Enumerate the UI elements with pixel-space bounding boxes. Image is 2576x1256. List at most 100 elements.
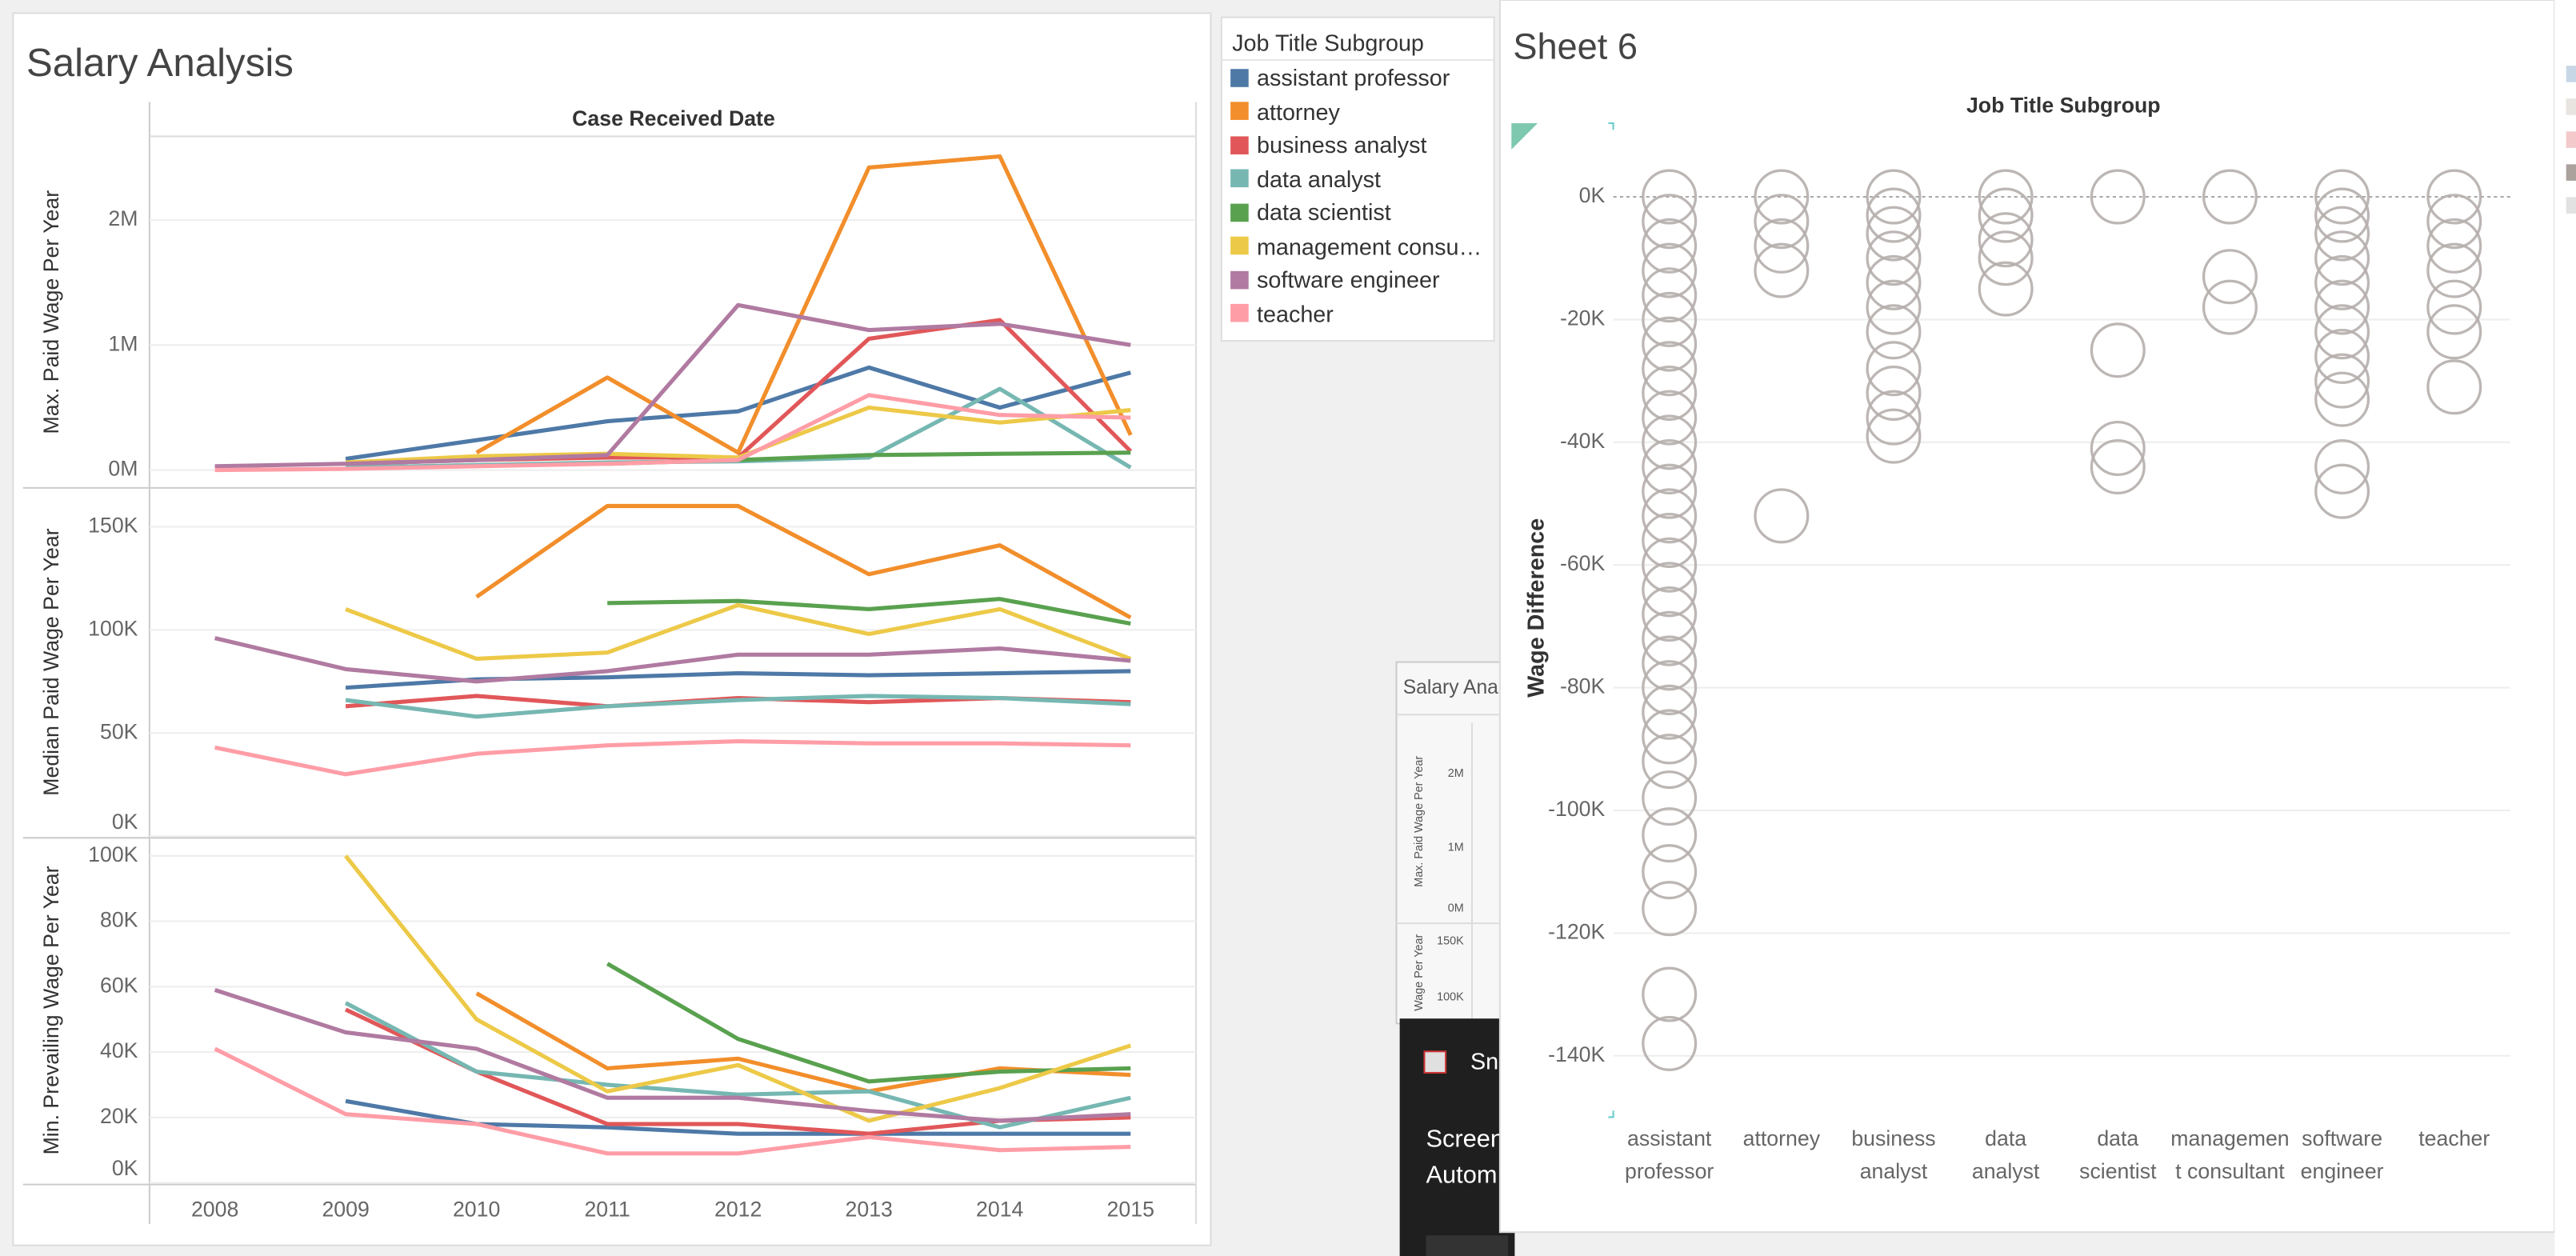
data-point	[2426, 304, 2482, 360]
data-point	[2202, 169, 2258, 225]
legend-swatch	[1230, 237, 1249, 255]
line-series	[345, 405, 1131, 465]
x-tick-label: 2010	[453, 1198, 500, 1222]
data-point	[1642, 586, 1698, 642]
y-tick-label: 1M	[108, 331, 138, 355]
line-series	[344, 1001, 1131, 1130]
data-point	[1642, 709, 1698, 765]
dashboard-title: Salary Analysis	[26, 41, 294, 85]
legend-item[interactable]: data analyst	[1222, 162, 1494, 195]
y-tick-label: -120K	[1548, 919, 1605, 943]
data-point	[1754, 169, 1810, 225]
legend-swatch	[2566, 197, 2576, 214]
legend-item[interactable]: management consultant	[1222, 229, 1494, 262]
data-point	[2426, 169, 2482, 225]
data-point	[1866, 187, 1922, 243]
notification-button[interactable]	[1426, 1235, 1509, 1256]
line-series	[214, 739, 1131, 777]
y-tick-label: -80K	[1560, 674, 1606, 698]
data-point	[2314, 206, 2370, 262]
legend-item[interactable]: software engineer	[1222, 263, 1494, 297]
data-point	[2314, 438, 2370, 494]
x-tick-label: assistant professor	[1625, 1126, 1714, 1183]
side-panel	[2554, 0, 2576, 1256]
legend-item[interactable]: teacher	[1222, 297, 1494, 330]
data-point	[1866, 365, 1922, 421]
data-point	[1866, 206, 1922, 262]
thumbnail-label: 100K	[1437, 990, 1464, 1003]
data-point	[2314, 371, 2370, 427]
data-point	[1978, 230, 2034, 286]
data-point	[2314, 169, 2370, 225]
data-point	[2090, 169, 2146, 225]
x-tick-label: 2012	[714, 1198, 762, 1222]
data-point	[1642, 267, 1698, 323]
data-point	[2426, 279, 2482, 335]
legend-label: data analyst	[1256, 165, 1382, 192]
data-point	[1642, 414, 1698, 470]
data-point	[2314, 187, 2370, 243]
data-point	[2202, 249, 2258, 305]
data-point	[1866, 254, 1922, 310]
notification-app: Sni	[1470, 1049, 1504, 1074]
legend-swatch	[1230, 68, 1249, 87]
data-point	[1642, 660, 1698, 716]
line-series	[345, 694, 1131, 719]
x-tick-label: 2013	[846, 1198, 893, 1222]
thumbnail-label: Max. Paid Wage Per Year	[1413, 756, 1426, 887]
data-point	[1866, 390, 1922, 446]
data-point	[1642, 537, 1698, 593]
line-series	[607, 597, 1131, 626]
y-tick-label: 150K	[88, 513, 138, 537]
notification[interactable]	[1399, 1018, 1515, 1256]
sheet-title: Sheet 6	[1513, 26, 1638, 67]
legend-label: software engineer	[1256, 266, 1440, 294]
data-point	[1754, 218, 1810, 274]
data-point	[1642, 194, 1698, 250]
line-series	[214, 302, 1131, 469]
legend-item[interactable]: attorney	[1222, 94, 1494, 128]
data-point	[1642, 562, 1698, 618]
data-point	[1642, 242, 1698, 298]
data-point	[1978, 187, 2034, 243]
data-point	[1642, 463, 1698, 519]
thumbnail-window[interactable]	[1395, 661, 1513, 1025]
data-point	[1642, 844, 1698, 900]
notification-text: Screen	[1426, 1124, 1504, 1152]
y-label: Max. Paid Wage Per Year	[39, 190, 63, 434]
y-tick-label: 20K	[100, 1104, 138, 1128]
data-point	[1642, 966, 1698, 1022]
legend-item[interactable]: assistant professor	[1222, 61, 1494, 94]
data-point	[2090, 322, 2146, 378]
data-point	[1866, 408, 1922, 464]
y-tick-label: 0K	[112, 1156, 138, 1180]
data-point	[1642, 734, 1698, 790]
legend-swatch	[1230, 102, 1249, 121]
data-point	[1642, 610, 1698, 666]
y-tick-label: -140K	[1548, 1042, 1605, 1066]
data-point	[1642, 169, 1698, 225]
data-point	[1642, 390, 1698, 446]
y-tick-label: 60K	[100, 973, 138, 997]
legend-swatch	[2566, 66, 2576, 82]
data-point	[1642, 291, 1698, 347]
thumbnail-title: Salary Ana	[1403, 677, 1498, 698]
data-point	[1978, 212, 2034, 268]
legend-item[interactable]: business analyst	[1222, 128, 1494, 162]
legend-label: management consultant	[1256, 233, 1487, 259]
y-label: Wage Difference	[1524, 518, 1550, 698]
line-series	[214, 636, 1131, 684]
legend-swatch	[1230, 135, 1249, 154]
y-tick-label: 100K	[88, 616, 138, 640]
data-point	[2314, 254, 2370, 310]
data-point	[1866, 341, 1922, 397]
line-series	[345, 602, 1132, 662]
y-tick-label: 100K	[88, 842, 138, 866]
y-tick-label: -40K	[1560, 429, 1606, 453]
y-tick-label: 0K	[1579, 183, 1606, 207]
data-point	[1866, 169, 1922, 225]
legend-item[interactable]: data scientist	[1222, 195, 1494, 229]
data-point	[1754, 488, 1810, 544]
data-point	[1642, 770, 1698, 826]
x-tick-label: 2009	[322, 1198, 369, 1222]
